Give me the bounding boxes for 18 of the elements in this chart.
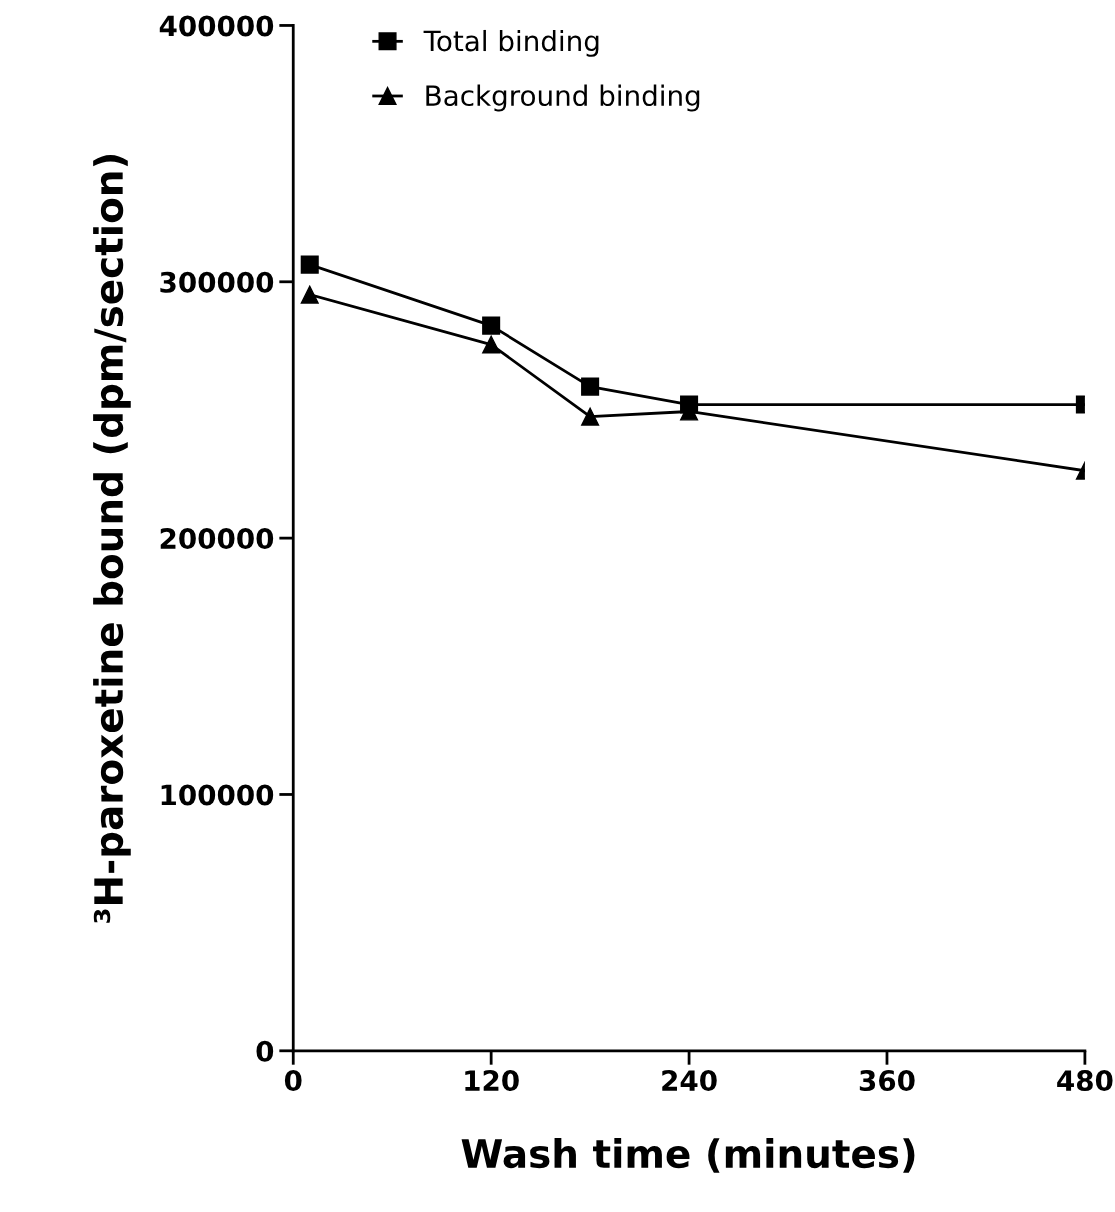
x-tick-label: 240 [662,1070,717,1092]
x-tick-label: 360 [859,1070,915,1092]
y-axis-title: ³H-paroxetine bound (dpm/section) [93,155,131,923]
point [482,316,501,335]
x-axis-title: Wash time (minutes) [461,1138,915,1173]
y-tick-label: 300000 [160,271,274,293]
y-tick-label: 100000 [161,784,274,806]
legend-label: Total binding [423,29,599,57]
point [482,335,501,354]
x-tick-label: 0 [284,1070,302,1092]
y-tick-label: 400000 [159,15,274,37]
y-tick-label: 200000 [160,528,274,550]
point [581,377,600,396]
legend-label: Background binding [426,84,700,112]
x-tick-label: 480 [1057,1070,1113,1092]
point [581,407,600,426]
x-tick-label: 120 [465,1070,519,1092]
y-tick-label: 0 [256,1040,274,1062]
